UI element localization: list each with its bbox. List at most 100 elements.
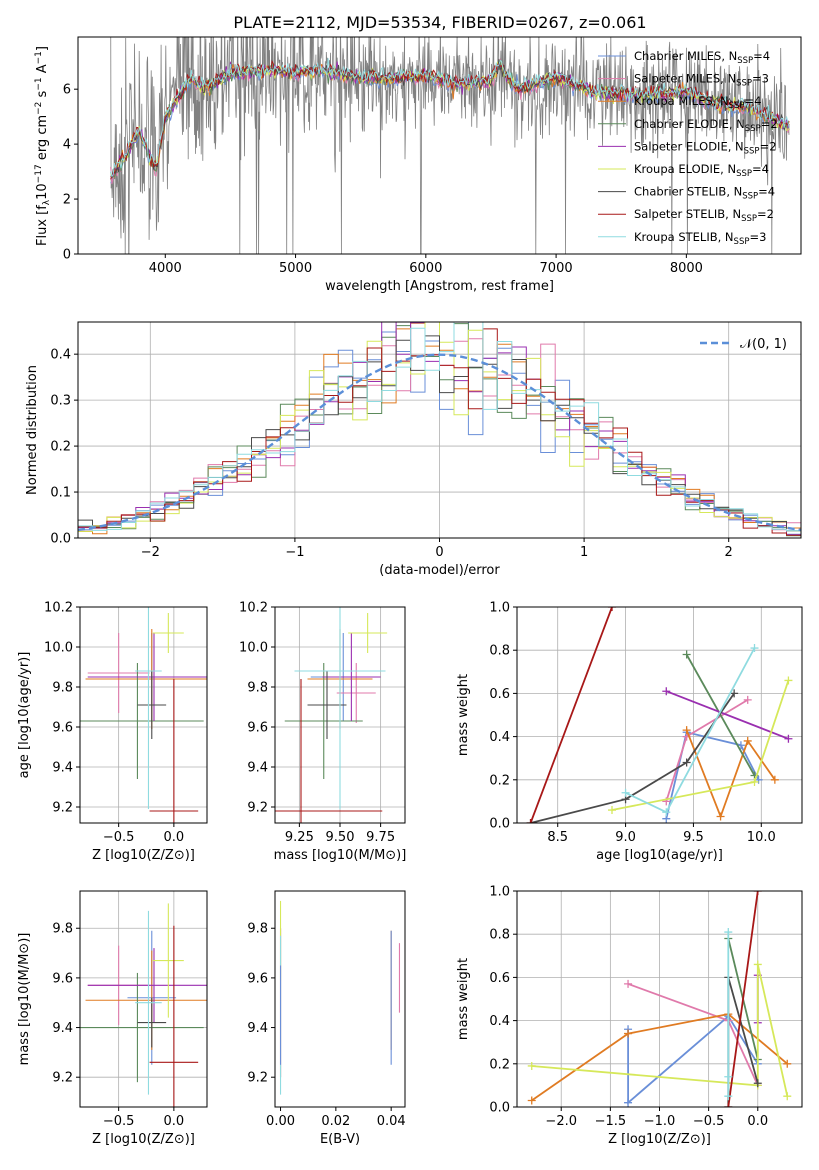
- age-vs-mass-frame: [274, 606, 406, 824]
- age-vs-z-frame: [79, 606, 208, 824]
- mass-vs-ebv-ytick-label: 9.4: [247, 1021, 268, 1036]
- weight-vs-z-series-line: [531, 964, 789, 1097]
- mass-vs-z-ytick-label: 9.8: [52, 922, 73, 937]
- weight-vs-age-series-line: [665, 690, 789, 740]
- weight-vs-z-xtick-label: 0.0: [747, 1114, 768, 1129]
- age-vs-z-ytick-label: 10.0: [44, 641, 73, 656]
- weight-vs-z-point-marker: [624, 1098, 633, 1107]
- age-vs-mass-ytick-label: 10.0: [239, 641, 268, 656]
- mass-vs-ebv-frame: [274, 890, 406, 1108]
- spectrum-ytick-label: 2: [63, 193, 71, 208]
- legend-entry: Salpeter STELIB, NSSP=2: [634, 207, 774, 224]
- weight-vs-age-point-marker: [682, 758, 691, 767]
- age-vs-mass-xtick-label: 9.75: [366, 830, 395, 845]
- residual-ytick-label: 0.1: [50, 486, 71, 501]
- age-vs-z-xtick-label: −0.5: [103, 830, 135, 845]
- weight-vs-z-xtick-label: −1.0: [644, 1114, 676, 1129]
- residual-ytick-label: 0.0: [50, 532, 71, 547]
- residual-frame: [77, 321, 802, 539]
- age-vs-mass-ytick-label: 9.6: [247, 721, 268, 736]
- weight-vs-age-ytick-label: 0.6: [489, 687, 510, 702]
- mass-vs-z-xlabel: Z [log10(Z/Z⊙)]: [92, 1132, 195, 1147]
- age-vs-mass-xtick-label: 9.25: [285, 830, 314, 845]
- weight-vs-z-ytick-label: 1.0: [489, 885, 510, 900]
- residual-plot-area: [78, 322, 801, 537]
- weight-vs-z-point-marker: [724, 1092, 733, 1101]
- weight-vs-z-ytick-label: 0.4: [489, 1014, 510, 1029]
- age-vs-mass-plot-area: [275, 607, 388, 823]
- weight-vs-age-point-marker: [608, 607, 616, 611]
- mass-vs-ebv-ytick-label: 9.2: [247, 1071, 268, 1086]
- weight-vs-z-point-marker: [624, 979, 633, 988]
- age-vs-z-plot-area: [80, 607, 207, 823]
- weight-vs-age-xtick-label: 8.5: [547, 830, 568, 845]
- weight-vs-age-ytick-label: 0.2: [489, 773, 510, 788]
- mass-vs-ebv-ytick-label: 9.8: [247, 922, 268, 937]
- weight-vs-age-plot-area: [526, 607, 793, 823]
- mass-vs-ebv-xtick-label: 0.04: [377, 1114, 406, 1129]
- mass-vs-ebv-ytick-label: 9.6: [247, 971, 268, 986]
- age-vs-mass-xlabel: mass [log10(M/M⊙)]: [274, 848, 407, 863]
- spectrum-xtick-label: 6000: [409, 261, 442, 276]
- weight-vs-age-xtick-label: 9.5: [683, 830, 704, 845]
- residual-ytick-label: 0.3: [50, 394, 71, 409]
- weight-vs-z-point-marker: [624, 1029, 633, 1038]
- age-vs-z-ytick-label: 9.6: [52, 721, 73, 736]
- weight-vs-z-series-line: [727, 891, 759, 1107]
- mass-vs-ebv-xlabel: E(B-V): [320, 1132, 360, 1147]
- age-vs-mass-ytick-label: 9.8: [247, 681, 268, 696]
- spectrum-xtick-label: 7000: [540, 261, 573, 276]
- age-vs-z-ytick-label: 10.2: [44, 601, 73, 616]
- age-vs-z-xlabel: Z [log10(Z/Z⊙)]: [92, 848, 195, 863]
- mass-vs-z-xtick-label: 0.0: [164, 1114, 185, 1129]
- weight-vs-age-point-marker: [770, 775, 779, 784]
- residual-xtick-label: −2: [141, 545, 160, 560]
- weight-vs-z-xtick-label: −2.0: [545, 1114, 577, 1129]
- weight-vs-z-point-marker: [783, 1092, 792, 1101]
- weight-vs-age-point-marker: [743, 695, 752, 704]
- weight-vs-age-point-marker: [730, 689, 739, 698]
- normal-reference-curve: [78, 353, 801, 532]
- weight-vs-age-ytick-label: 0.0: [489, 817, 510, 832]
- residual-ytick-label: 0.2: [50, 440, 71, 455]
- mass-vs-z-xtick-label: −0.5: [103, 1114, 135, 1129]
- weight-vs-z-point-marker: [753, 960, 762, 969]
- mass-vs-z-axes: −0.5 0.0 9.2 9.4 9.6 9.8 Z [log10(Z/Z⊙)] mass […: [17, 890, 208, 1147]
- weight-vs-age-point-marker: [682, 726, 691, 735]
- spectrum-ylabel: Flux [fλ10−17 erg cm−2 s−1 A−1]: [34, 46, 52, 246]
- legend-entry: Salpeter MILES, NSSP=3: [634, 72, 769, 89]
- weight-vs-z-ylabel: mass weight: [456, 958, 471, 1040]
- spectrum-title: PLATE=2112, MJD=53534, FIBERID=0267, z=0…: [233, 13, 646, 32]
- residual-axes: −2 −1 0 1 2 0.0 0.1 0.2 0.3 0.4 𝒩 (0, 1) (data-model…: [25, 321, 802, 578]
- legend-entry: Chabrier STELIB, NSSP=4: [634, 185, 775, 202]
- age-vs-z-axes: −0.5 0.0 9.2 9.4 9.6 9.8 10.0 10.2 Z [log10(Z/Z⊙…: [17, 601, 208, 863]
- age-vs-mass-ytick-label: 10.2: [239, 601, 268, 616]
- weight-vs-z-ytick-label: 0.0: [489, 1101, 510, 1116]
- legend-entry: Kroupa MILES, NSSP=4: [634, 94, 761, 111]
- weight-vs-age-point-marker: [662, 808, 671, 817]
- weight-vs-z-plot-area: [527, 891, 792, 1107]
- panels: 4000 5000 6000 7000 8000 0 2 4 6 Chabrier MILES, …: [17, 36, 803, 1147]
- spectrum-model-line: [110, 58, 790, 178]
- weight-vs-z-frame: [516, 890, 803, 1108]
- age-vs-mass-xtick-label: 9.50: [326, 830, 355, 845]
- residual-xtick-label: 2: [725, 545, 733, 560]
- mass-vs-z-frame: [79, 890, 208, 1108]
- mass-vs-z-ytick-label: 9.6: [52, 971, 73, 986]
- mass-vs-ebv-xtick-label: 0.02: [321, 1114, 350, 1129]
- residual-xlabel: (data-model)/error: [379, 563, 500, 578]
- weight-vs-age-point-marker: [784, 676, 793, 685]
- weight-vs-age-frame: [516, 606, 803, 824]
- weight-vs-age-series-line: [530, 692, 735, 823]
- weight-vs-age-point-marker: [682, 650, 691, 659]
- residual-xtick-label: 1: [580, 545, 588, 560]
- weight-vs-age-axes: 8.5 9.0 9.5 10.0 0.0 0.2 0.4 0.6 0.8 1.0 age [log1…: [456, 601, 803, 863]
- weight-vs-age-point-marker: [526, 819, 535, 823]
- weight-vs-age-point-marker: [743, 736, 752, 745]
- spectrum-plot-area: [110, 37, 790, 254]
- mass-vs-z-ylabel: mass [log10(M/M⊙)]: [17, 933, 32, 1066]
- residual-xtick-label: 0: [435, 545, 443, 560]
- residual-ylabel: Normed distribution: [25, 365, 40, 495]
- residual-ytick-label: 0.4: [50, 348, 71, 363]
